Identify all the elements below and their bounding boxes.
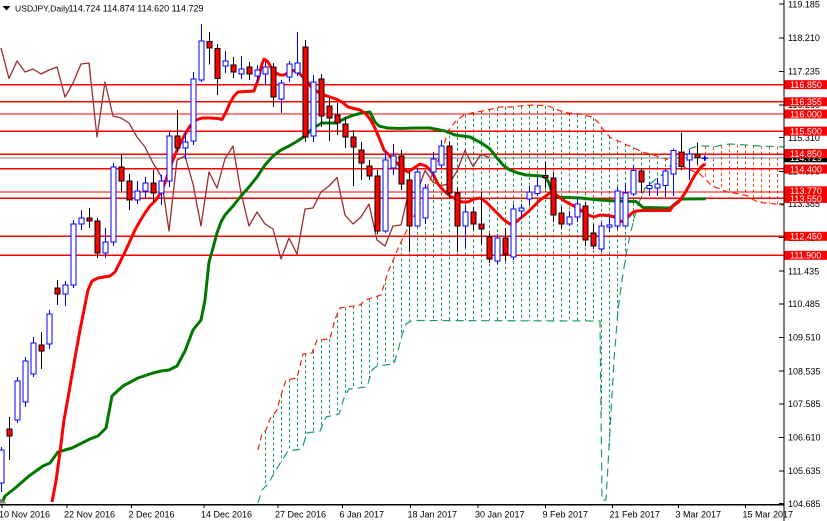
svg-text:111.900: 111.900 [790,251,821,261]
svg-text:104.685: 104.685 [788,499,821,509]
svg-text:21 Feb 2017: 21 Feb 2017 [610,510,661,520]
svg-text:110.485: 110.485 [788,299,820,309]
svg-text:112.450: 112.450 [790,232,822,242]
svg-text:116.000: 116.000 [790,109,822,119]
svg-text:106.610: 106.610 [788,433,821,443]
svg-text:116.355: 116.355 [790,97,822,107]
svg-text:114.729: 114.729 [790,153,822,163]
svg-text:117.235: 117.235 [788,67,820,77]
svg-text:118.210: 118.210 [788,33,820,43]
svg-text:113.385: 113.385 [788,199,820,209]
svg-text:9 Feb 2017: 9 Feb 2017 [543,510,589,520]
svg-text:109.510: 109.510 [788,333,821,343]
svg-text:114.400: 114.400 [790,165,822,175]
svg-text:108.535: 108.535 [788,366,821,376]
svg-text:10 Nov 2016: 10 Nov 2016 [0,510,50,520]
svg-text:114.850: 114.850 [790,149,822,159]
svg-text:107.585: 107.585 [788,399,821,409]
svg-text:111.435: 111.435 [788,266,819,276]
svg-text:6 Jan 2017: 6 Jan 2017 [340,510,385,520]
svg-text:15 Mar 2017: 15 Mar 2017 [743,510,794,520]
svg-text:USDJPY,Daily: USDJPY,Daily [15,4,70,14]
svg-text:2 Dec 2016: 2 Dec 2016 [129,510,175,520]
svg-text:114.724 114.874 114.620 114.72: 114.724 114.874 114.620 114.729 [69,4,204,14]
svg-text:18 Jan 2017: 18 Jan 2017 [408,510,458,520]
svg-text:113.770: 113.770 [790,186,822,196]
svg-text:30 Jan 2017: 30 Jan 2017 [475,510,525,520]
svg-text:115.310: 115.310 [788,133,820,143]
svg-text:115.500: 115.500 [790,127,822,137]
svg-text:22 Nov 2016: 22 Nov 2016 [64,510,115,520]
svg-text:105.635: 105.635 [788,466,821,476]
svg-text:113.550: 113.550 [790,194,822,204]
svg-text:3 Mar 2017: 3 Mar 2017 [676,510,722,520]
svg-text:116.850: 116.850 [790,80,822,90]
svg-text:14 Dec 2016: 14 Dec 2016 [201,510,252,520]
svg-text:27 Dec 2016: 27 Dec 2016 [275,510,326,520]
svg-text:119.185: 119.185 [788,0,820,9]
